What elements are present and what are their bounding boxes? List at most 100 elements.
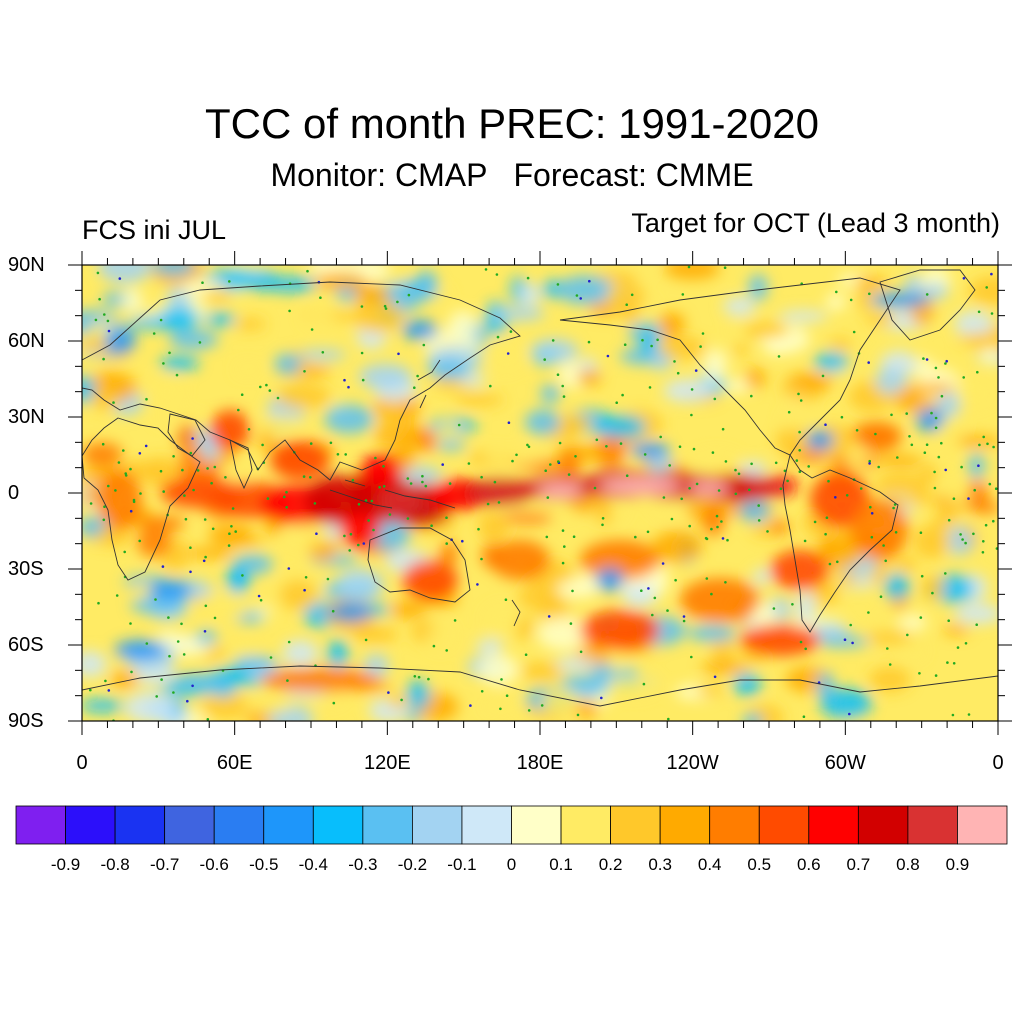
colorbar-label: -0.8 — [100, 855, 130, 874]
significance-dot — [432, 644, 436, 648]
significance-dot — [848, 712, 851, 716]
significance-dot — [795, 459, 799, 462]
significance-dot — [326, 577, 330, 581]
significance-dot — [453, 619, 457, 622]
significance-dot — [367, 519, 370, 522]
field-patch — [622, 584, 658, 607]
significance-dot — [204, 604, 208, 608]
colorbar-label: -0.3 — [348, 855, 378, 874]
significance-dot — [944, 362, 947, 365]
significance-dot — [851, 641, 854, 645]
field-patch — [921, 575, 945, 601]
significance-dot — [694, 369, 698, 372]
colorbar-swatch — [957, 805, 1008, 845]
field-patch — [363, 654, 390, 677]
colorbar-label: 0.3 — [648, 855, 672, 874]
field-patch — [979, 347, 998, 365]
significance-dot — [306, 269, 309, 273]
colorbar-swatch — [263, 805, 314, 845]
significance-dot — [779, 487, 783, 491]
significance-dot — [237, 408, 240, 412]
field-patch — [398, 440, 417, 473]
field-patch — [630, 442, 670, 458]
field-patch — [968, 276, 998, 306]
field-patch — [130, 596, 186, 614]
colorbar-label: 0.4 — [697, 855, 722, 874]
significance-dot — [802, 715, 806, 718]
significance-dot — [544, 469, 547, 473]
significance-dot — [344, 453, 348, 456]
field-patch — [327, 639, 349, 668]
lon-label: 0 — [76, 752, 88, 774]
significance-dot — [504, 598, 508, 601]
field-patch — [814, 352, 849, 373]
significance-dot — [303, 370, 306, 373]
significance-dot — [331, 609, 335, 613]
field-patch — [519, 283, 541, 306]
field-patch — [904, 274, 924, 299]
significance-dot — [558, 441, 562, 445]
significance-dot — [975, 623, 978, 626]
field-patch — [124, 691, 175, 721]
significance-dot — [561, 529, 565, 532]
significance-dot — [421, 480, 424, 484]
significance-dot — [688, 524, 691, 528]
field-patch — [554, 657, 597, 672]
significance-dot — [101, 442, 105, 446]
significance-dot — [562, 395, 566, 398]
significance-dot — [976, 370, 979, 374]
significance-dot — [908, 435, 911, 438]
significance-dot — [956, 646, 960, 649]
field-patch — [829, 337, 853, 352]
significance-dot — [181, 468, 184, 472]
significance-dot — [798, 430, 801, 434]
colorbar-label: -0.4 — [298, 855, 328, 874]
field-patch — [740, 624, 820, 656]
significance-dot — [569, 622, 573, 625]
significance-dot — [303, 588, 306, 592]
significance-dot — [734, 468, 737, 472]
axis-ticks — [68, 251, 1012, 735]
significance-dot — [107, 329, 111, 333]
significance-dot — [705, 537, 709, 541]
significance-dot — [868, 462, 871, 465]
field-patch — [520, 662, 564, 681]
field-patch — [680, 578, 760, 622]
colorbar-label: 0.9 — [945, 855, 970, 874]
significance-dot — [659, 435, 662, 439]
significance-dot — [497, 501, 501, 504]
significance-dot — [201, 281, 204, 285]
significance-dot — [189, 546, 192, 549]
field-patch — [168, 330, 219, 350]
significance-dot — [828, 562, 832, 566]
field-patch — [733, 672, 761, 696]
field-patch — [916, 408, 944, 432]
significance-dot — [803, 539, 807, 543]
significance-dot — [556, 283, 560, 286]
significance-dot — [357, 543, 360, 547]
significance-dot — [191, 684, 194, 688]
field-patch — [903, 642, 925, 659]
significance-dot — [175, 373, 179, 377]
significance-dot — [982, 435, 985, 439]
significance-dot — [947, 619, 950, 622]
significance-dot — [231, 507, 235, 510]
significance-dot — [906, 633, 909, 637]
significance-dot — [930, 411, 933, 415]
field-patch — [939, 436, 962, 450]
significance-dot — [445, 649, 449, 652]
significance-dot — [919, 531, 923, 534]
significance-dot — [155, 695, 158, 698]
significance-dot — [647, 587, 650, 590]
significance-dot — [467, 462, 471, 465]
significance-dot — [623, 343, 627, 347]
significance-dot — [646, 530, 650, 534]
significance-dot — [605, 445, 608, 448]
significance-dot — [721, 537, 725, 540]
field-patch — [82, 699, 124, 713]
field-patch — [483, 449, 513, 465]
significance-dot — [526, 443, 529, 447]
field-patch — [279, 579, 318, 611]
field-patch — [233, 317, 266, 331]
significance-dot — [407, 293, 411, 297]
